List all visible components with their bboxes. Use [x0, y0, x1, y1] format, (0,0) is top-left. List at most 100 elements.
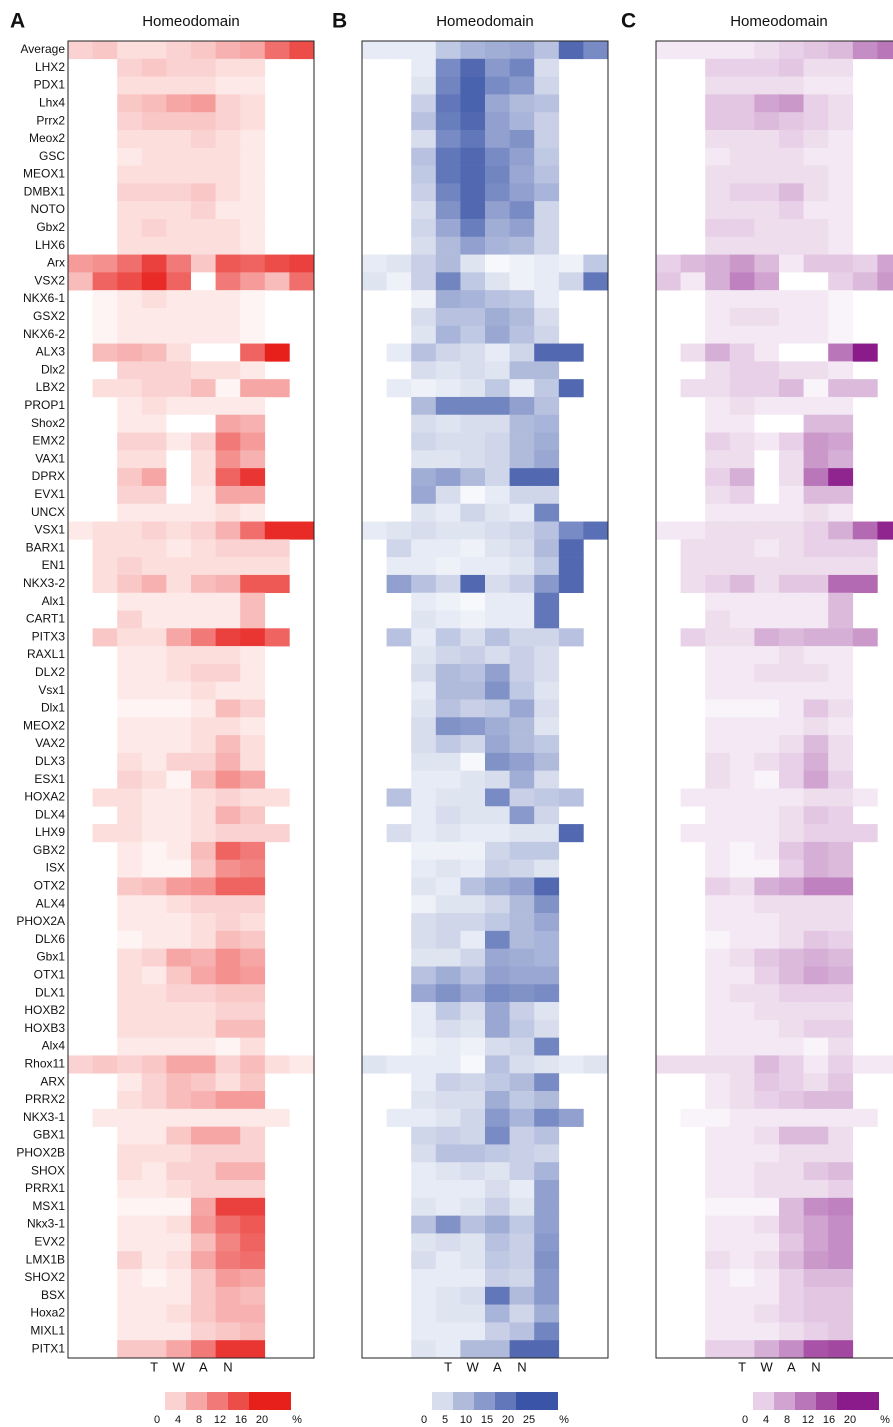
heat-cell	[729, 1340, 755, 1359]
heat-cell	[191, 521, 216, 540]
colorbar-label: 12	[214, 1414, 226, 1426]
heat-cell	[460, 841, 486, 860]
heat-cell	[435, 539, 461, 558]
heat-cell	[779, 379, 804, 398]
heat-cell	[215, 468, 241, 487]
heat-cell	[117, 877, 143, 896]
heat-cell	[485, 806, 510, 825]
heat-cell	[435, 521, 461, 540]
heat-cell	[460, 165, 486, 184]
colorbar-swatch	[474, 1392, 495, 1410]
heat-cell	[534, 984, 560, 1003]
heat-cell	[386, 628, 412, 647]
heat-cell	[117, 450, 143, 469]
heat-cell	[117, 201, 143, 220]
heat-cell	[411, 752, 437, 771]
heat-cell	[460, 859, 486, 878]
heat-cell	[141, 503, 167, 522]
heat-cell	[460, 414, 486, 433]
heat-cell	[509, 290, 535, 309]
heat-cell	[803, 966, 829, 985]
heat-cell	[729, 1304, 755, 1323]
heat-cell	[92, 307, 118, 327]
heat-cell	[705, 877, 731, 896]
heat-cell	[166, 717, 192, 736]
heat-cell	[166, 752, 192, 771]
heat-cell	[117, 1055, 143, 1074]
heat-cell	[754, 1233, 780, 1252]
x-tick-label: W	[467, 1359, 480, 1374]
heat-cell	[191, 183, 216, 202]
heat-cell	[117, 735, 143, 754]
heat-cell	[411, 557, 437, 576]
heat-cell	[534, 1002, 560, 1021]
heat-cell	[411, 432, 437, 451]
heat-cell	[705, 1037, 731, 1056]
heat-cell	[166, 94, 192, 113]
heat-cell	[435, 112, 461, 131]
row-label: PITX1	[32, 1341, 66, 1355]
heat-cell	[264, 254, 290, 273]
heat-cell	[435, 1091, 461, 1110]
row-label: UNCX	[31, 505, 65, 519]
heat-cell	[141, 1162, 167, 1181]
heat-cell	[828, 41, 854, 60]
heat-cell	[411, 1340, 437, 1359]
heat-cell	[485, 913, 510, 932]
heat-cell	[191, 503, 216, 522]
heat-cell	[166, 948, 192, 967]
heat-cell	[828, 450, 854, 469]
heat-cell	[411, 735, 437, 754]
heat-cell	[435, 218, 461, 238]
heat-cell	[240, 1037, 266, 1056]
heat-cell	[141, 966, 167, 985]
heat-cell	[240, 58, 266, 77]
heat-cell	[779, 1037, 804, 1056]
heat-cell	[729, 930, 755, 949]
heat-cell	[485, 930, 510, 949]
heat-cell	[705, 646, 731, 665]
row-label: Alx4	[42, 1039, 66, 1053]
heat-cell	[240, 681, 266, 700]
heat-cell	[779, 610, 804, 629]
heat-cell	[141, 948, 167, 967]
heat-cell	[509, 147, 535, 166]
heat-cell	[215, 1251, 241, 1270]
heat-cell	[779, 646, 804, 665]
heat-cell	[754, 1304, 780, 1323]
heat-cell	[117, 1251, 143, 1270]
heat-cell	[485, 1073, 510, 1092]
heat-cell	[779, 788, 804, 807]
heat-cell	[534, 236, 560, 255]
colorbar-swatch	[432, 1392, 453, 1410]
heat-cell	[435, 824, 461, 843]
heat-cell	[485, 254, 510, 273]
heat-cell	[117, 468, 143, 487]
heat-cell	[485, 592, 510, 611]
heat-cell	[215, 112, 241, 131]
heat-cell	[729, 254, 755, 273]
heat-cell	[828, 468, 854, 487]
heat-cell	[828, 432, 854, 451]
heat-cell	[215, 1037, 241, 1056]
heat-cell	[534, 183, 560, 202]
heat-cell	[362, 254, 387, 273]
heat-cell	[705, 129, 731, 149]
heat-cell	[435, 450, 461, 469]
heat-cell	[754, 201, 780, 220]
heat-cell	[680, 272, 706, 291]
heat-cell	[754, 913, 780, 932]
heat-cell	[411, 610, 437, 629]
heat-cell	[435, 236, 461, 255]
heat-cell	[828, 1322, 854, 1341]
x-tick-label: A	[787, 1359, 796, 1374]
heat-cell	[191, 717, 216, 736]
heat-cell	[705, 41, 731, 60]
heat-cell	[411, 877, 437, 896]
heat-cell	[166, 361, 192, 380]
heat-cell	[191, 272, 216, 291]
heat-cell	[779, 681, 804, 700]
heat-cell	[435, 770, 461, 789]
heat-cell	[166, 1197, 192, 1216]
heat-cell	[754, 984, 780, 1003]
